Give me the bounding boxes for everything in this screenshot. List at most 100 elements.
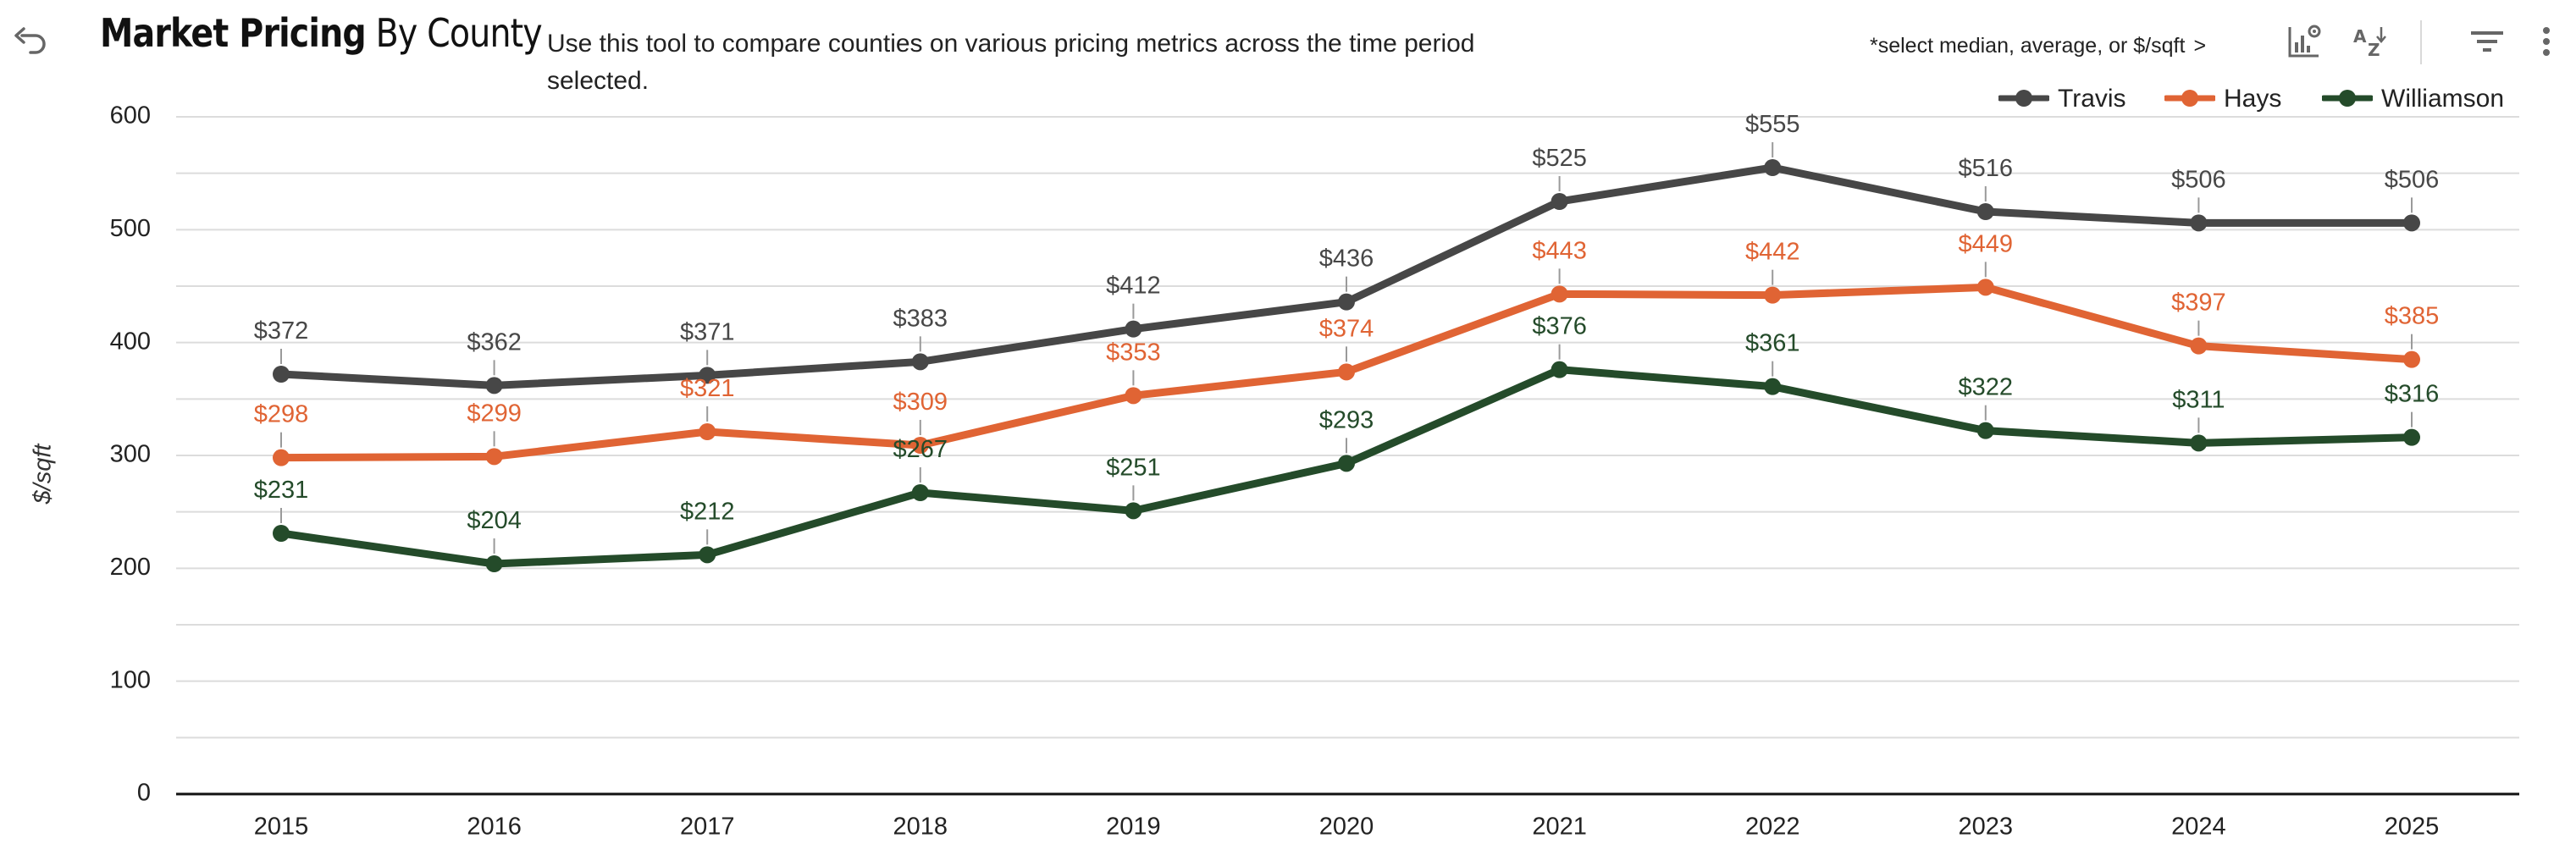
data-label-hays: $353	[1106, 339, 1161, 366]
data-point-travis	[2403, 214, 2420, 232]
data-point-williamson	[1338, 455, 1355, 472]
more-vert-icon	[2543, 27, 2550, 56]
x-tick-label: 2021	[1532, 814, 1587, 841]
data-point-williamson	[2403, 428, 2420, 446]
data-label-hays: $385	[2385, 303, 2440, 330]
x-tick-label: 2017	[680, 814, 735, 841]
y-tick-label: 100	[110, 666, 151, 693]
data-point-williamson	[1125, 502, 1142, 520]
y-axis-title: $/sqft	[30, 443, 57, 505]
sort-button[interactable]: A Z	[2351, 22, 2390, 61]
legend-label-travis: Travis	[2058, 85, 2126, 113]
data-point-travis	[273, 366, 290, 383]
data-point-travis	[2190, 214, 2208, 232]
data-label-travis: $506	[2171, 166, 2226, 193]
y-tick-label: 500	[110, 215, 151, 242]
y-tick-label: 400	[110, 328, 151, 355]
data-label-williamson: $231	[254, 477, 309, 504]
data-point-hays	[699, 423, 716, 440]
hint-text: *select median, average, or $/sqft	[1870, 34, 2186, 58]
data-point-hays	[2403, 350, 2420, 368]
y-axis-title-wrap: $/sqft	[30, 443, 57, 505]
data-point-williamson	[1551, 361, 1568, 378]
x-tick-label: 2022	[1745, 814, 1800, 841]
data-point-williamson	[699, 546, 716, 564]
x-tick-label: 2025	[2385, 814, 2440, 841]
data-label-williamson: $204	[467, 507, 522, 534]
data-point-williamson	[485, 555, 503, 572]
y-tick-label: 600	[110, 102, 151, 130]
data-point-travis	[485, 377, 503, 394]
undo-button[interactable]	[12, 24, 49, 58]
data-label-travis: $506	[2385, 166, 2440, 193]
data-point-hays	[273, 449, 290, 466]
x-tick-label: 2018	[893, 814, 948, 841]
data-point-travis	[1764, 159, 1782, 176]
x-tick-label: 2019	[1106, 814, 1161, 841]
data-point-travis	[699, 367, 716, 384]
data-point-travis	[1338, 293, 1355, 311]
metric-hint: *select median, average, or $/sqft >	[1870, 34, 2206, 58]
undo-icon	[14, 27, 46, 54]
data-point-williamson	[1764, 378, 1782, 395]
toolbar-divider	[2420, 20, 2422, 64]
data-label-hays: $298	[254, 401, 309, 428]
page-title: Market Pricing By County	[100, 10, 543, 56]
data-label-hays: $374	[1319, 315, 1374, 342]
legend-swatch-hays	[2164, 90, 2215, 107]
data-point-travis	[911, 353, 929, 371]
data-label-williamson: $376	[1532, 313, 1587, 340]
line-chart: 0 100 200 300 400 500 600 2015 2016 2017 2018 2019 2…	[110, 102, 2519, 841]
filter-button[interactable]	[2468, 22, 2507, 61]
data-point-hays	[485, 448, 503, 466]
data-label-hays: $309	[893, 389, 948, 416]
data-point-hays	[1125, 387, 1142, 405]
x-tick-label: 2024	[2171, 814, 2226, 841]
data-label-hays: $299	[467, 400, 522, 427]
filter-icon	[2471, 31, 2503, 52]
data-point-williamson	[1976, 422, 1994, 439]
data-label-hays: $397	[2171, 290, 2226, 317]
data-label-travis: $516	[1959, 155, 2014, 182]
data-point-hays	[1338, 363, 1355, 381]
data-label-hays: $449	[1959, 230, 2014, 257]
data-point-hays	[911, 437, 929, 454]
title-normal: By County	[375, 10, 543, 56]
data-label-williamson: $316	[2385, 381, 2440, 408]
header: Market Pricing By County Use this tool t…	[0, 0, 2576, 102]
data-point-williamson	[2190, 434, 2208, 452]
hint-arrow: >	[2193, 34, 2207, 58]
data-label-travis: $525	[1532, 145, 1587, 172]
title-bold: Market Pricing	[100, 10, 367, 56]
chart-settings-button[interactable]	[2285, 22, 2324, 61]
data-label-travis: $412	[1106, 273, 1161, 300]
data-point-williamson	[911, 484, 929, 501]
data-label-williamson: $251	[1106, 454, 1161, 481]
data-label-williamson: $311	[2172, 386, 2225, 413]
data-point-travis	[1125, 320, 1142, 338]
data-label-williamson: $293	[1319, 406, 1374, 433]
data-label-hays: $443	[1532, 237, 1587, 264]
data-point-hays	[2190, 337, 2208, 355]
data-label-hays: $442	[1745, 239, 1800, 266]
data-label-travis: $372	[254, 317, 309, 345]
legend-label-williamson: Williamson	[2381, 85, 2505, 113]
legend-label-hays: Hays	[2224, 85, 2282, 113]
data-label-williamson: $267	[893, 436, 948, 463]
data-point-travis	[1976, 203, 1994, 220]
data-label-hays: $321	[680, 375, 735, 402]
x-tick-label: 2023	[1959, 814, 2014, 841]
data-label-williamson: $361	[1745, 330, 1800, 357]
x-tick-label: 2016	[467, 814, 522, 841]
data-label-williamson: $322	[1959, 374, 2014, 401]
more-options-button[interactable]	[2534, 22, 2559, 61]
data-point-travis	[1551, 193, 1568, 210]
data-point-hays	[1976, 279, 1994, 296]
chart-legend: Travis Hays Williamson	[1998, 81, 2540, 115]
chart-settings-icon	[2288, 25, 2321, 58]
x-tick-label: 2020	[1319, 814, 1374, 841]
data-label-williamson: $212	[680, 498, 735, 525]
y-tick-label: 300	[110, 441, 151, 468]
data-point-hays	[1764, 286, 1782, 304]
svg-text:Z: Z	[2368, 40, 2380, 60]
